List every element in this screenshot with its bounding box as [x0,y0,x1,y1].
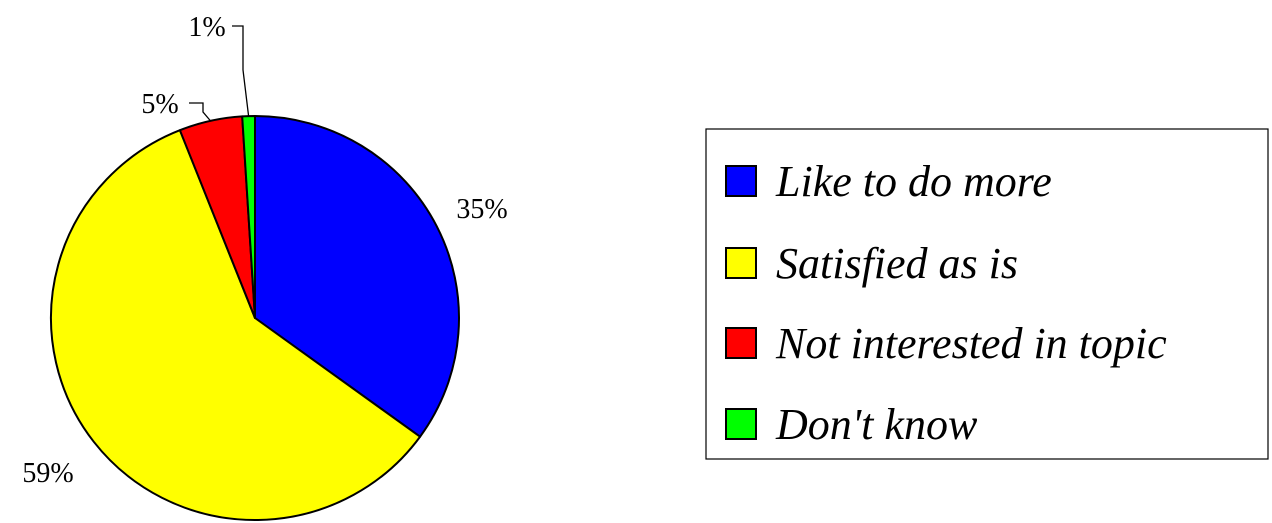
pie-slice-satisfied-as-is [50,129,422,521]
leader-line-not-interested [189,102,211,122]
legend-swatch-not-interested [725,327,757,359]
pie-slice-dont-know [241,115,256,319]
slice-label-satisfied-as-is: 59% [22,458,73,489]
legend-label-dont-know: Don't know [775,400,978,449]
legend-label-satisfied-as-is: Satisfied as is [776,239,1018,288]
leader-line-dont-know [232,25,250,117]
legend-swatch-satisfied-as-is [725,247,757,279]
legend-label-like-to-do-more: Like to do more [775,157,1052,206]
legend-label-not-interested: Not interested in topic [775,319,1167,368]
legend: Like to do more Satisfied as is Not inte… [705,128,1269,460]
pie-slices [50,115,460,521]
legend-swatch-dont-know [725,408,757,440]
leader-lines [189,25,250,122]
slice-label-dont-know: 1% [188,12,225,43]
legend-box [705,128,1269,460]
slice-label-like-to-do-more: 35% [456,194,507,225]
slice-labels: 35% 59% 5% 1% [22,12,507,489]
legend-swatch-like-to-do-more [725,165,757,197]
slice-label-not-interested: 5% [141,89,178,120]
pie-slice-like-to-do-more [254,115,460,438]
